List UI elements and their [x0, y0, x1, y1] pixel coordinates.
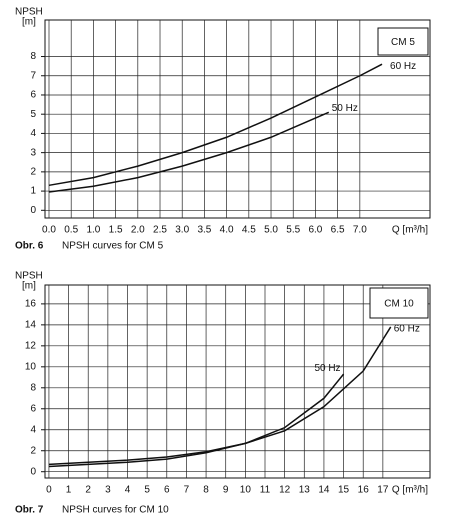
y-axis-label: NPSH — [15, 271, 43, 282]
x-axis-label: Q [m³/h] — [392, 485, 428, 496]
x-tick-label: 0.5 — [64, 225, 78, 236]
y-tick-label: 14 — [25, 319, 37, 330]
plot-frame — [44, 284, 431, 479]
plot-frame — [44, 19, 431, 219]
x-tick-label: 8 — [203, 485, 209, 496]
x-tick-label: 7 — [184, 485, 190, 496]
x-tick-label: 9 — [223, 485, 229, 496]
y-tick-label: 6 — [30, 403, 36, 414]
x-tick-label: 1 — [66, 485, 72, 496]
caption: NPSH curves for CM 10 — [62, 505, 169, 516]
y-tick-label: 8 — [30, 382, 36, 393]
x-tick-label: 4.0 — [220, 225, 234, 236]
chart-title: CM 5 — [391, 37, 415, 48]
y-tick-label: 2 — [30, 167, 36, 178]
x-tick-label: 11 — [260, 485, 271, 496]
x-tick-label: 1.5 — [109, 225, 123, 236]
x-tick-label: 15 — [338, 485, 350, 496]
x-tick-label: 10 — [240, 485, 252, 496]
x-axis-label: Q [m³/h] — [392, 225, 428, 236]
y-tick-label: 7 — [30, 70, 36, 81]
x-tick-label: 16 — [358, 485, 370, 496]
y-tick-label: 4 — [30, 424, 36, 435]
x-tick-label: 5.5 — [286, 225, 300, 236]
x-tick-label: 17 — [377, 485, 389, 496]
series-label: 60 Hz — [390, 61, 416, 72]
y-tick-label: 1 — [30, 186, 36, 197]
x-tick-label: 3.0 — [175, 225, 189, 236]
y-tick-label: 3 — [30, 147, 36, 158]
x-tick-label: 2 — [85, 485, 91, 496]
y-tick-label: 12 — [25, 340, 37, 351]
x-tick-label: 6 — [164, 485, 170, 496]
x-tick-label: 4.5 — [242, 225, 256, 236]
y-tick-label: 10 — [25, 361, 37, 372]
y-tick-label: 4 — [30, 128, 36, 139]
title-box — [369, 287, 429, 319]
x-tick-label: 14 — [318, 485, 330, 496]
y-axis-unit: [m] — [22, 17, 36, 28]
caption-number: Obr. 6 — [15, 241, 44, 252]
x-tick-label: 7.0 — [353, 225, 367, 236]
x-tick-label: 3 — [105, 485, 111, 496]
y-tick-label: 0 — [30, 466, 36, 477]
caption: NPSH curves for CM 5 — [62, 241, 164, 252]
curve — [48, 63, 383, 187]
y-axis-unit: [m] — [22, 281, 36, 292]
y-tick-label: 0 — [30, 205, 36, 216]
x-tick-label: 0 — [46, 485, 52, 496]
title-box — [377, 27, 429, 56]
series-label: 50 Hz — [314, 363, 340, 374]
x-tick-label: 12 — [279, 485, 291, 496]
x-tick-label: 4 — [125, 485, 131, 496]
caption-number: Obr. 7 — [15, 505, 44, 516]
x-tick-label: 3.5 — [197, 225, 211, 236]
y-axis-label: NPSH — [15, 7, 43, 18]
curve — [48, 373, 345, 468]
x-tick-label: 1.0 — [86, 225, 100, 236]
curve — [48, 326, 392, 466]
x-tick-label: 2.0 — [131, 225, 145, 236]
x-tick-label: 0.0 — [42, 225, 56, 236]
y-tick-label: 5 — [30, 109, 36, 120]
series-label: 60 Hz — [394, 324, 420, 335]
curve — [48, 111, 330, 193]
x-tick-label: 6.5 — [331, 225, 345, 236]
series-label: 50 Hz — [332, 103, 358, 114]
y-tick-label: 16 — [25, 299, 37, 310]
y-tick-label: 2 — [30, 445, 36, 456]
x-tick-label: 6.0 — [308, 225, 322, 236]
y-tick-label: 6 — [30, 90, 36, 101]
y-tick-label: 8 — [30, 51, 36, 62]
chart-title: CM 10 — [384, 299, 414, 310]
x-tick-label: 13 — [299, 485, 311, 496]
x-tick-label: 5.0 — [264, 225, 278, 236]
x-tick-label: 5 — [144, 485, 150, 496]
x-tick-label: 2.5 — [153, 225, 167, 236]
